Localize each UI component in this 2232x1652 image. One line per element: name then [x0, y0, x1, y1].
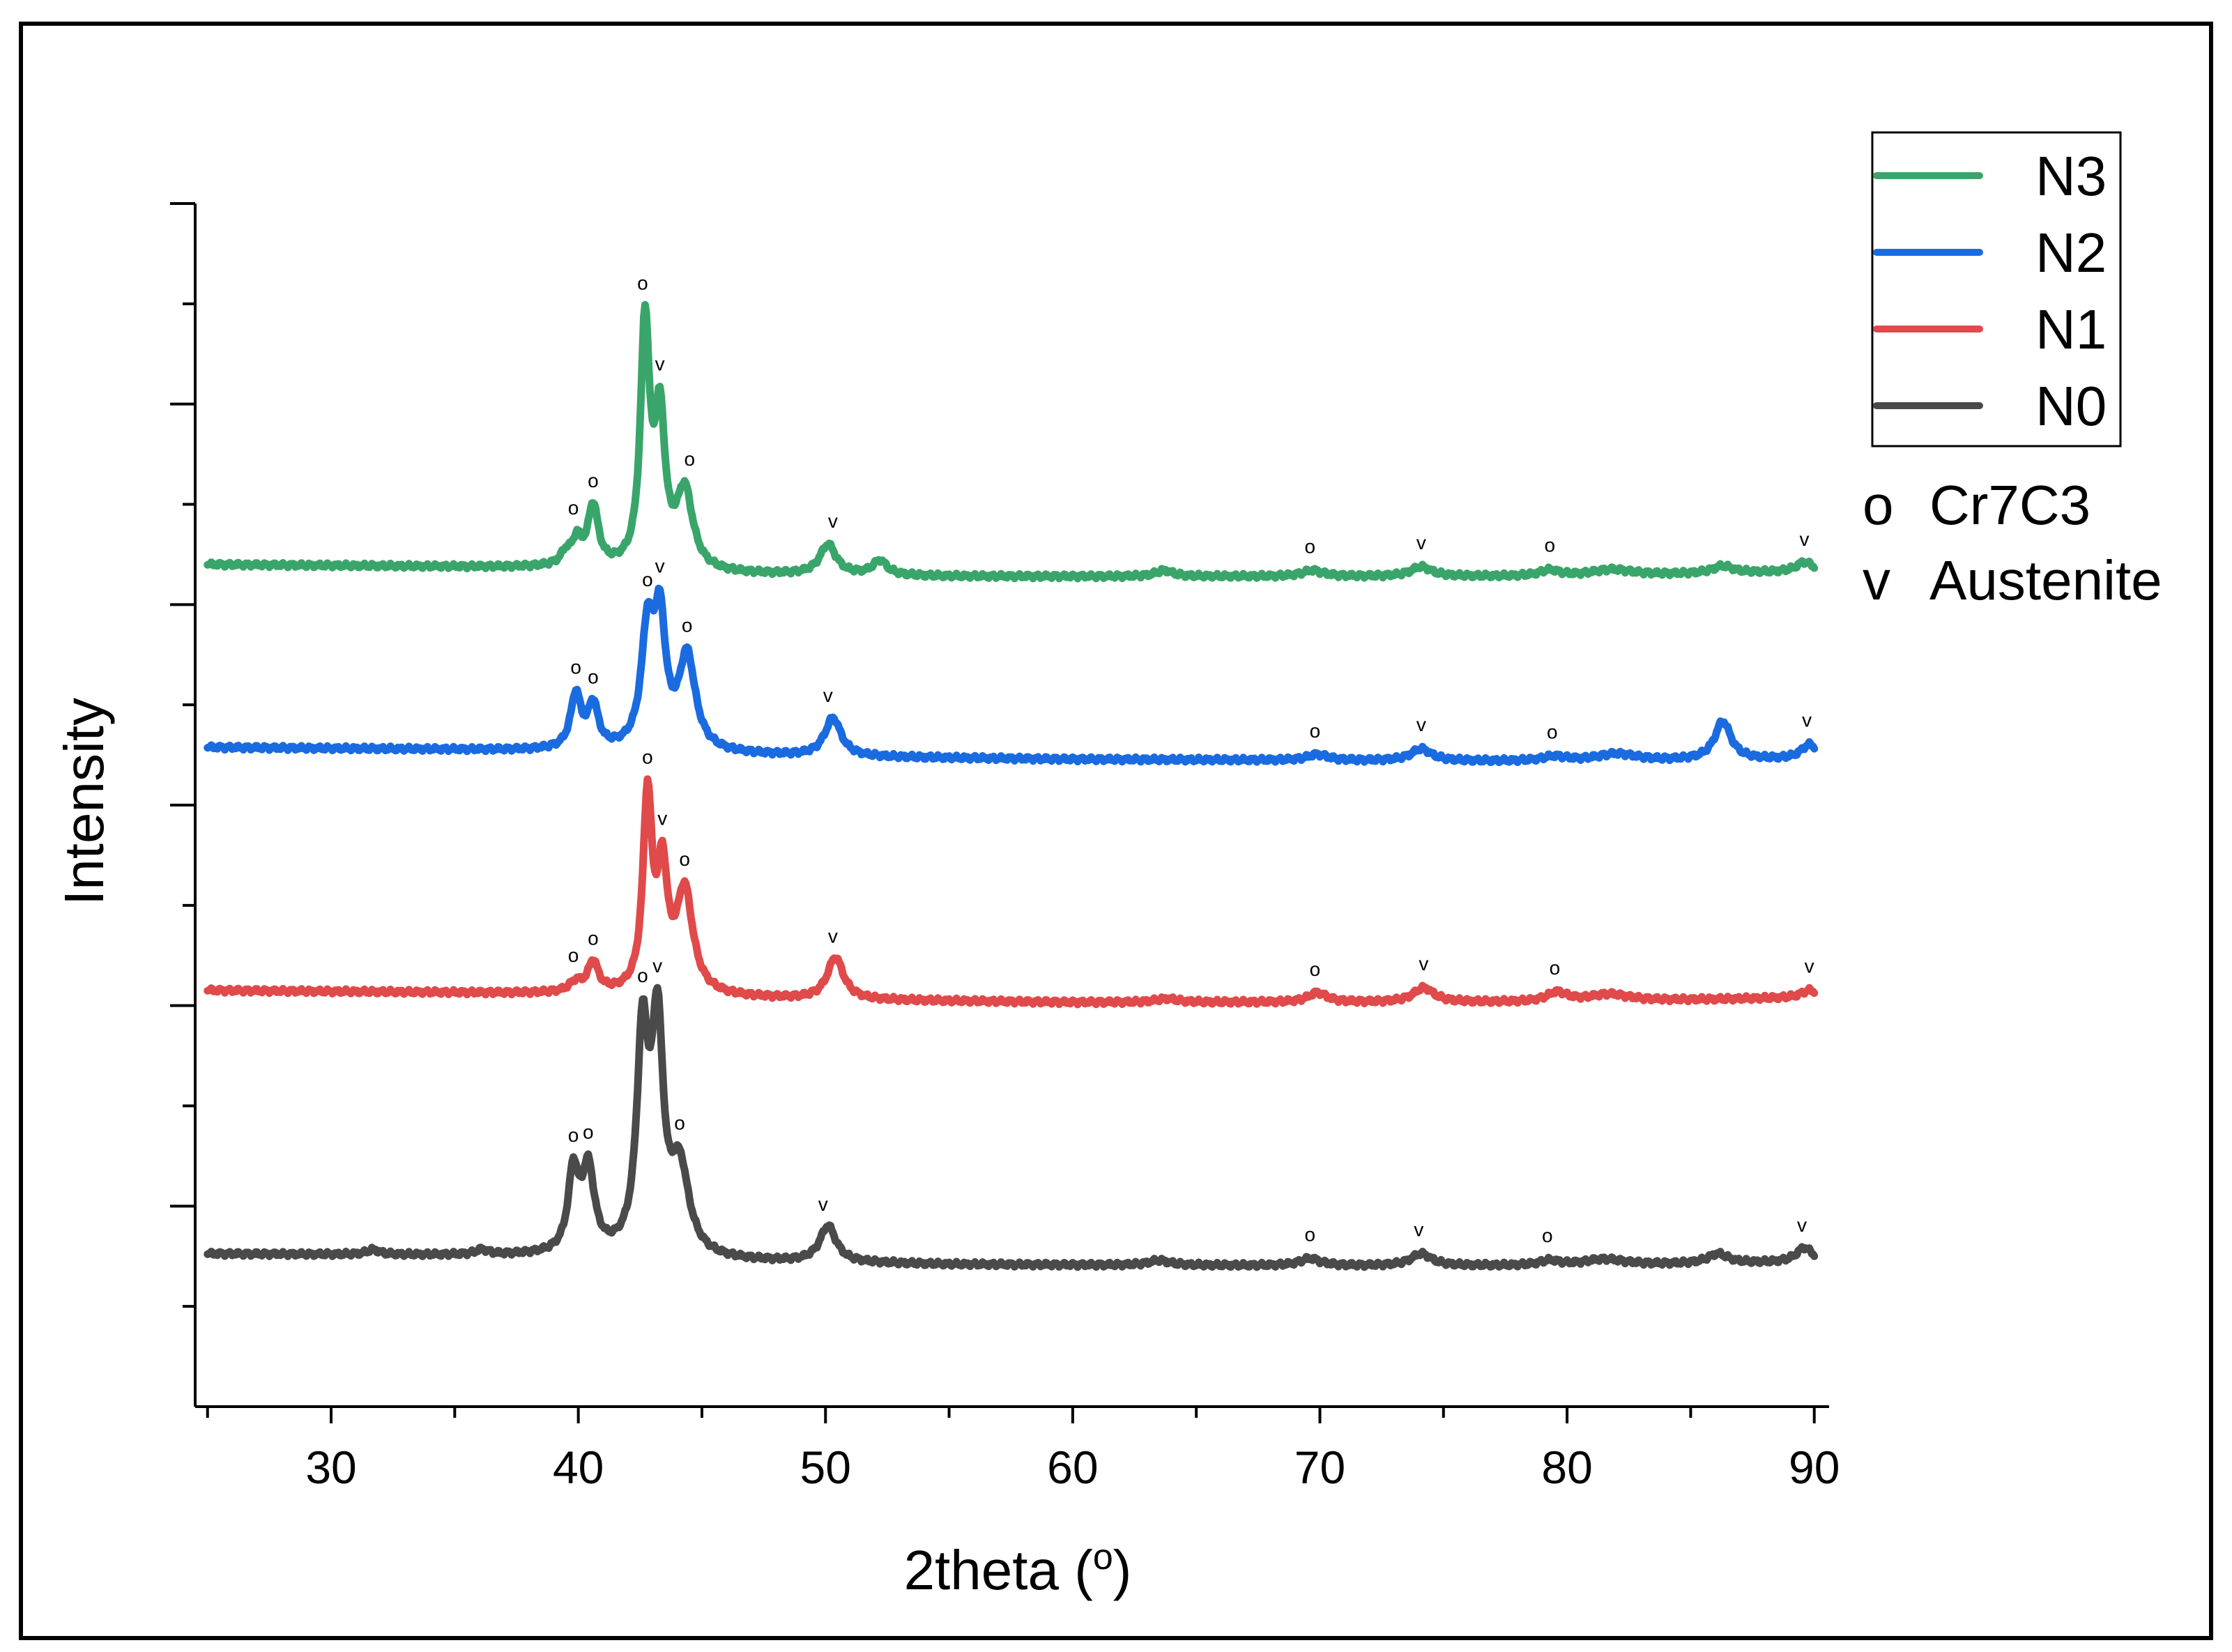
legend-label-n1: N1 [2035, 298, 2107, 360]
peak-marker-cr7c3: o [1310, 958, 1321, 980]
peak-marker-cr7c3: o [642, 746, 653, 767]
peak-marker-austenite: v [1414, 1218, 1423, 1240]
x-axis-title-text: 2theta [904, 1539, 1060, 1601]
peak-marker-austenite: v [828, 925, 838, 947]
peak-marker-austenite: v [1802, 709, 1812, 731]
x-axis-title: 2theta (o) [904, 1537, 1132, 1601]
peak-marker-cr7c3: o [637, 965, 648, 986]
x-tick-labels: 30 40 50 60 70 80 90 [305, 1441, 1840, 1493]
peak-marker-austenite: v [818, 1193, 828, 1215]
figure-border [19, 22, 2213, 1640]
peak-marker-cr7c3: o [637, 273, 648, 294]
legend-box [1871, 131, 2122, 448]
x-axis-title-unit: o [1093, 1537, 1113, 1577]
phase-legend-label: Cr7C3 [1929, 474, 2090, 536]
x-tick-label: 70 [1294, 1441, 1345, 1493]
peak-marker-cr7c3: o [674, 1112, 685, 1133]
series-line-n2 [204, 584, 1819, 767]
phase-legend-label: Austenite [1929, 549, 2162, 611]
peak-marker-austenite: v [652, 955, 662, 977]
peak-marker-cr7c3: o [1550, 957, 1561, 979]
y-axis-title: Intensity [53, 698, 115, 905]
x-ticks [206, 1407, 1816, 1423]
peak-marker-cr7c3: o [1547, 721, 1558, 743]
peak-marker-cr7c3: o [682, 614, 693, 636]
series-line-n0 [204, 984, 1819, 1271]
peak-marker-austenite: v [655, 353, 665, 374]
peak-marker-austenite: v [828, 510, 838, 532]
x-tick-label: 90 [1789, 1441, 1840, 1493]
phase-legend-symbol: v [1863, 549, 1890, 611]
peak-marker-cr7c3: o [1305, 536, 1316, 558]
peak-marker-cr7c3: o [568, 1124, 579, 1146]
peak-marker-austenite: v [655, 555, 665, 576]
peak-marker-cr7c3: o [642, 569, 653, 590]
peak-marker-cr7c3: o [1305, 1223, 1316, 1245]
x-tick-label: 30 [305, 1441, 356, 1493]
y-ticks [170, 202, 195, 1308]
legend: N3 N2 N1 N0 [1871, 131, 2122, 448]
peak-marker-austenite: v [1800, 528, 1810, 550]
legend-label-n2: N2 [2035, 222, 2107, 284]
series-lines [204, 300, 1819, 1271]
peak-marker-austenite: v [1419, 953, 1428, 974]
peak-marker-austenite: v [657, 807, 667, 829]
peak-marker-cr7c3: o [684, 448, 695, 470]
peak-marker-austenite: v [1416, 714, 1426, 735]
x-axis-title-paren-close: ) [1113, 1539, 1132, 1601]
x-tick-label: 60 [1047, 1441, 1098, 1493]
x-tick-label: 50 [800, 1441, 851, 1493]
peak-marker-cr7c3: o [1544, 535, 1555, 556]
peak-marker-cr7c3: o [588, 927, 599, 949]
x-axis-title-paren-open: ( [1059, 1539, 1093, 1601]
peak-marker-austenite: v [1797, 1214, 1807, 1236]
peak-marker-cr7c3: o [588, 470, 599, 491]
peak-marker-austenite: v [1416, 532, 1426, 553]
peak-marker-cr7c3: o [583, 1121, 594, 1142]
legend-label-n3: N3 [2035, 145, 2107, 207]
peak-marker-austenite: v [823, 684, 833, 706]
legend-label-n0: N0 [2035, 375, 2107, 437]
series-line-n1 [204, 775, 1819, 1009]
peak-marker-cr7c3: o [570, 656, 581, 678]
peak-marker-cr7c3: o [1310, 720, 1321, 742]
phase-legend: o Cr7C3 v Austenite [1863, 474, 2162, 611]
peak-marker-cr7c3: o [568, 497, 579, 519]
peak-marker-austenite: v [1805, 955, 1814, 977]
peak-marker-cr7c3: o [1542, 1225, 1553, 1246]
peak-marker-cr7c3: o [588, 666, 599, 687]
series-line-n3 [204, 300, 1819, 583]
x-tick-label: 80 [1541, 1441, 1592, 1493]
phase-legend-symbol: o [1863, 474, 1894, 536]
x-tick-label: 40 [553, 1441, 604, 1493]
peak-marker-cr7c3: o [679, 848, 690, 870]
peak-marker-cr7c3: o [568, 944, 579, 966]
